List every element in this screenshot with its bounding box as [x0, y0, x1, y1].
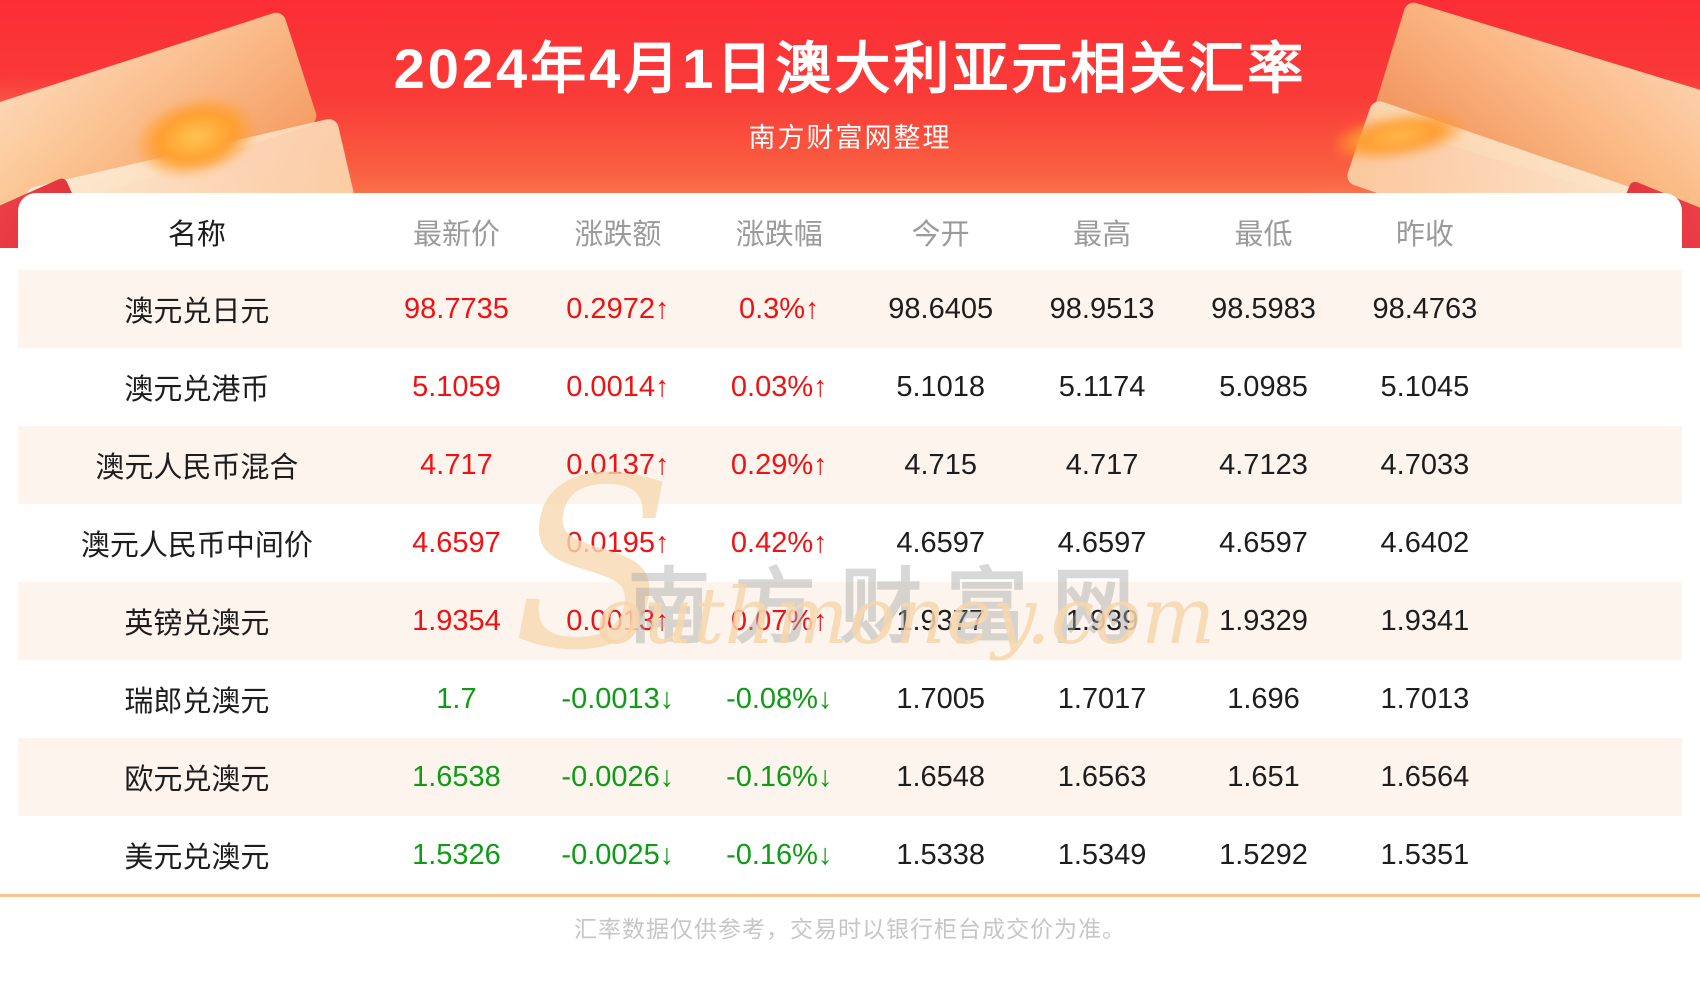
cell-prev-close: 1.5351	[1380, 838, 1470, 871]
cell-high: 98.9513	[1049, 292, 1155, 325]
cell-low: 5.0985	[1219, 370, 1308, 403]
cell-high: 4.717	[1065, 448, 1139, 481]
cell-name: 澳元兑日元	[124, 296, 270, 328]
disclaimer-text: 汇率数据仅供参考，交易时以银行柜台成交价为准。	[574, 916, 1126, 942]
cell-high: 1.939	[1065, 604, 1139, 637]
cell-change: -0.0013↓	[561, 682, 675, 715]
cell-low: 4.7123	[1219, 448, 1308, 481]
cell-low: 98.5983	[1211, 292, 1316, 325]
cell-high: 1.6563	[1057, 760, 1147, 793]
table-row: 澳元兑日元 98.7735 0.2972↑ 0.3%↑ 98.6405 98.9…	[18, 270, 1682, 348]
cell-prev-close: 4.6402	[1380, 526, 1470, 559]
cell-change: 0.0013↑	[566, 604, 670, 637]
cell-name: 欧元兑澳元	[124, 764, 270, 796]
cell-open: 5.1018	[896, 370, 986, 403]
table-row: 英镑兑澳元 1.9354 0.0013↑ 0.07%↑ 1.9377 1.939…	[18, 582, 1682, 660]
column-header-low: 最低	[1234, 218, 1293, 251]
spacer-cell	[1506, 660, 1682, 738]
cell-latest: 1.9354	[412, 604, 501, 637]
cell-high: 1.5349	[1057, 838, 1147, 871]
cell-open: 1.5338	[896, 838, 986, 871]
cell-open: 1.7005	[896, 682, 986, 715]
cell-change: -0.0025↓	[561, 838, 675, 871]
footer-divider	[0, 894, 1700, 897]
spacer-cell	[1506, 504, 1682, 582]
cell-prev-close: 4.7033	[1380, 448, 1470, 481]
column-header-open: 今开	[911, 218, 970, 251]
cell-change: -0.0026↓	[561, 760, 675, 793]
cell-latest: 4.6597	[412, 526, 501, 559]
cell-open: 1.6548	[896, 760, 986, 793]
cell-prev-close: 98.4763	[1372, 292, 1478, 325]
cell-change: 0.0014↑	[566, 370, 670, 403]
column-header-name: 名称	[167, 218, 226, 251]
table-header-row: 名称 最新价 涨跌额 涨跌幅 今开 最高 最低 昨收	[18, 193, 1682, 270]
column-header-change-pct: 涨跌幅	[735, 218, 823, 251]
column-header-high: 最高	[1073, 218, 1132, 251]
column-header-prev-close: 昨收	[1395, 218, 1454, 251]
cell-name: 瑞郎兑澳元	[124, 686, 270, 718]
cell-low: 4.6597	[1219, 526, 1308, 559]
cell-change-pct: 0.42%↑	[730, 526, 828, 559]
table-row: 美元兑澳元 1.5326 -0.0025↓ -0.16%↓ 1.5338 1.5…	[18, 816, 1682, 894]
cell-change-pct: 0.3%↑	[738, 292, 820, 325]
spacer-cell	[1506, 582, 1682, 660]
table-row: 澳元人民币中间价 4.6597 0.0195↑ 0.42%↑ 4.6597 4.…	[18, 504, 1682, 582]
cell-latest: 98.7735	[404, 292, 509, 325]
spacer-cell	[1506, 270, 1682, 348]
cell-change-pct: 0.03%↑	[730, 370, 828, 403]
cell-change-pct: 0.07%↑	[730, 604, 828, 637]
cell-name: 英镑兑澳元	[124, 608, 270, 640]
cell-high: 5.1174	[1058, 370, 1146, 403]
cell-change-pct: -0.08%↓	[726, 682, 833, 715]
cell-prev-close: 1.6564	[1380, 760, 1470, 793]
cell-change-pct: 0.29%↑	[730, 448, 828, 481]
cell-prev-close: 5.1045	[1380, 370, 1470, 403]
cell-latest: 1.7	[436, 682, 477, 715]
cell-open: 4.715	[904, 448, 977, 481]
spacer-cell	[1506, 426, 1682, 504]
cell-latest: 1.6538	[412, 760, 501, 793]
cell-name: 美元兑澳元	[124, 842, 270, 874]
spacer-column	[1506, 193, 1682, 270]
page-subtitle: 南方财富网整理	[748, 123, 952, 153]
cell-change: 0.2972↑	[566, 292, 670, 325]
table-row: 瑞郎兑澳元 1.7 -0.0013↓ -0.08%↓ 1.7005 1.7017…	[18, 660, 1682, 738]
cell-high: 1.7017	[1057, 682, 1147, 715]
cell-prev-close: 1.7013	[1380, 682, 1470, 715]
rates-table: 名称 最新价 涨跌额 涨跌幅 今开 最高 最低 昨收 澳元兑日元 98.7735…	[18, 193, 1682, 894]
table-row: 澳元人民币混合 4.717 0.0137↑ 0.29%↑ 4.715 4.717…	[18, 426, 1682, 504]
cell-low: 1.9329	[1219, 604, 1308, 637]
cell-name: 澳元兑港币	[124, 374, 270, 406]
cell-high: 4.6597	[1057, 526, 1147, 559]
cell-name: 澳元人民币混合	[95, 452, 299, 484]
page-title: 2024年4月1日澳大利亚元相关汇率	[393, 37, 1307, 100]
cell-change: 0.0195↑	[566, 526, 670, 559]
cell-low: 1.5292	[1219, 838, 1308, 871]
cell-change-pct: -0.16%↓	[726, 838, 833, 871]
column-header-latest: 最新价	[412, 218, 500, 251]
cell-low: 1.651	[1227, 760, 1300, 793]
rates-card: 名称 最新价 涨跌额 涨跌幅 今开 最高 最低 昨收 澳元兑日元 98.7735…	[18, 193, 1682, 894]
cell-latest: 4.717	[420, 448, 493, 481]
cell-low: 1.696	[1227, 682, 1300, 715]
spacer-cell	[1506, 348, 1682, 426]
column-header-change: 涨跌额	[574, 218, 662, 251]
spacer-cell	[1506, 816, 1682, 894]
table-row: 欧元兑澳元 1.6538 -0.0026↓ -0.16%↓ 1.6548 1.6…	[18, 738, 1682, 816]
cell-change-pct: -0.16%↓	[726, 760, 833, 793]
cell-latest: 1.5326	[412, 838, 501, 871]
spacer-cell	[1506, 738, 1682, 816]
cell-prev-close: 1.9341	[1380, 604, 1470, 637]
cell-latest: 5.1059	[412, 370, 501, 403]
cell-open: 98.6405	[888, 292, 994, 325]
cell-open: 1.9377	[896, 604, 986, 637]
cell-change: 0.0137↑	[566, 448, 670, 481]
cell-name: 澳元人民币中间价	[80, 530, 313, 562]
cell-open: 4.6597	[896, 526, 986, 559]
table-row: 澳元兑港币 5.1059 0.0014↑ 0.03%↑ 5.1018 5.117…	[18, 348, 1682, 426]
